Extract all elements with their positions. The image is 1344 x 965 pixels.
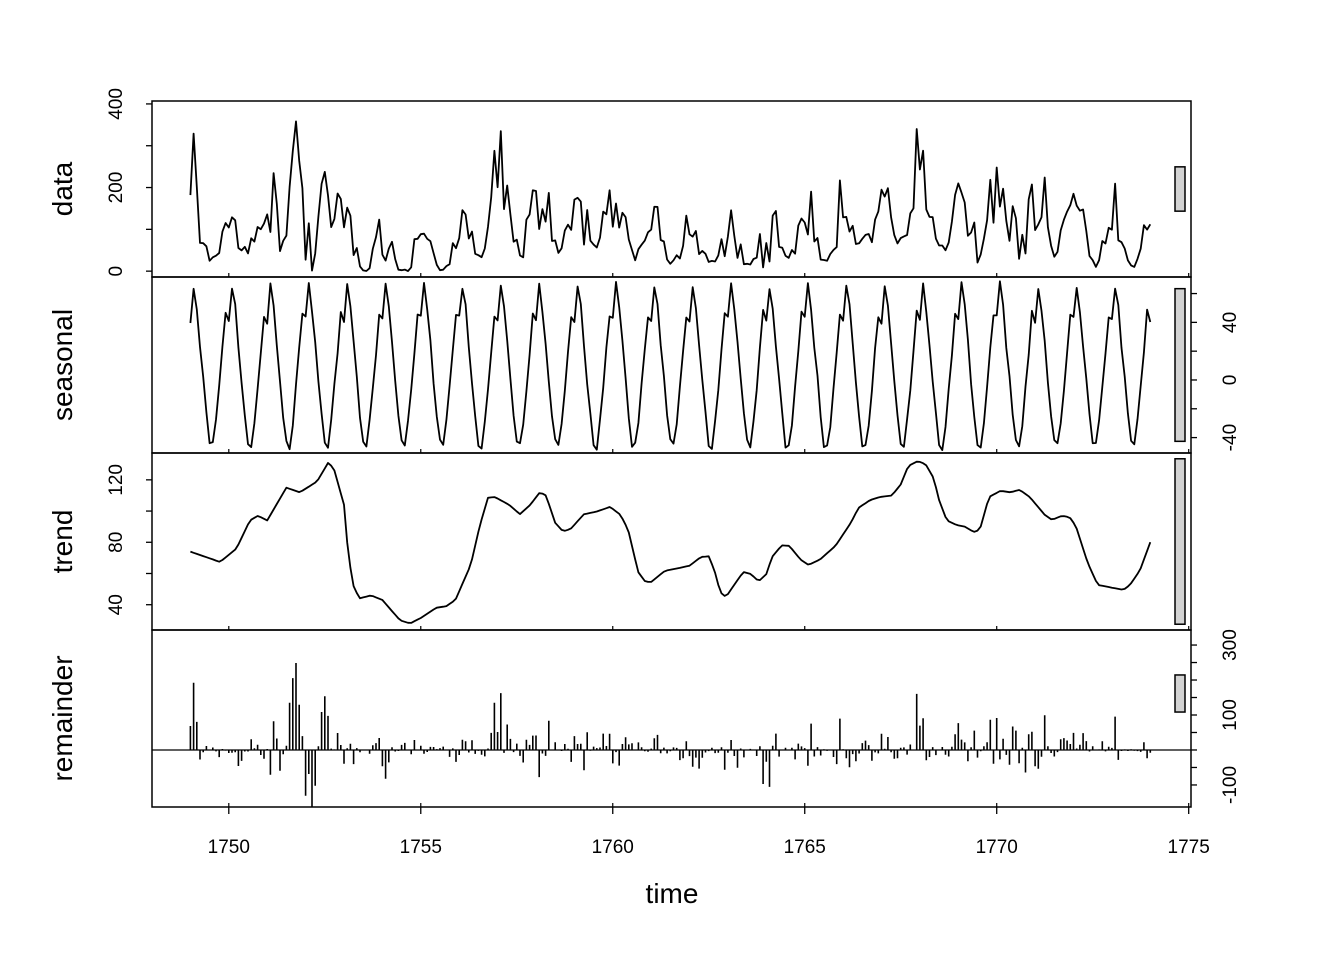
x-tick-label: 1750: [208, 837, 250, 858]
data-y-tick-label: 200: [106, 172, 127, 204]
trend-axis-label: trend: [47, 510, 78, 574]
trend-series: [190, 460, 1152, 624]
trend-y-tick-label: 80: [106, 532, 127, 553]
panel-data: 0 200 400 data: [47, 88, 1192, 278]
data-series: [189, 120, 1152, 272]
seasonal-y-tick-label: 40: [1220, 312, 1241, 333]
data-panel-frame: [151, 100, 1192, 278]
data-y-tick-label: 0: [106, 266, 127, 277]
trend-y-tick-label: 40: [106, 594, 127, 615]
panel-remainder: -100 100 300 remainder: [47, 629, 1241, 808]
x-tick-label: 1775: [1168, 837, 1210, 858]
remainder-y-tick-label: 100: [1220, 699, 1241, 731]
remainder-series: [189, 663, 1152, 808]
seasonal-y-tick-label: -40: [1220, 424, 1241, 451]
panel-seasonal: -40 0 40 seasonal: [47, 276, 1241, 454]
remainder-panel-frame: [151, 629, 1192, 808]
data-y-tick-label: 400: [106, 88, 127, 120]
seasonal-panel-frame: [151, 276, 1192, 454]
seasonal-scale-bar: [1174, 287, 1186, 443]
x-tick-label: 1765: [784, 837, 826, 858]
seasonal-y-tick-label: 0: [1220, 375, 1241, 386]
seasonal-series: [189, 280, 1152, 451]
trend-scale-bar: [1174, 458, 1186, 625]
remainder-y-tick-label: 300: [1220, 629, 1241, 661]
data-axis-label: data: [47, 161, 78, 216]
x-tick-label: 1755: [400, 837, 442, 858]
panel-trend: 40 80 120 trend: [47, 452, 1192, 631]
seasonal-axis-label: seasonal: [47, 309, 78, 421]
trend-panel-frame: [151, 452, 1192, 631]
x-tick-label: 1770: [976, 837, 1018, 858]
remainder-y-tick-label: -100: [1220, 766, 1241, 804]
remainder-scale-bar: [1174, 674, 1186, 713]
data-scale-bar: [1174, 166, 1186, 212]
x-tick-label: 1760: [592, 837, 634, 858]
trend-y-tick-label: 120: [106, 464, 127, 496]
x-axis-label: time: [646, 878, 699, 909]
remainder-axis-label: remainder: [47, 655, 78, 781]
